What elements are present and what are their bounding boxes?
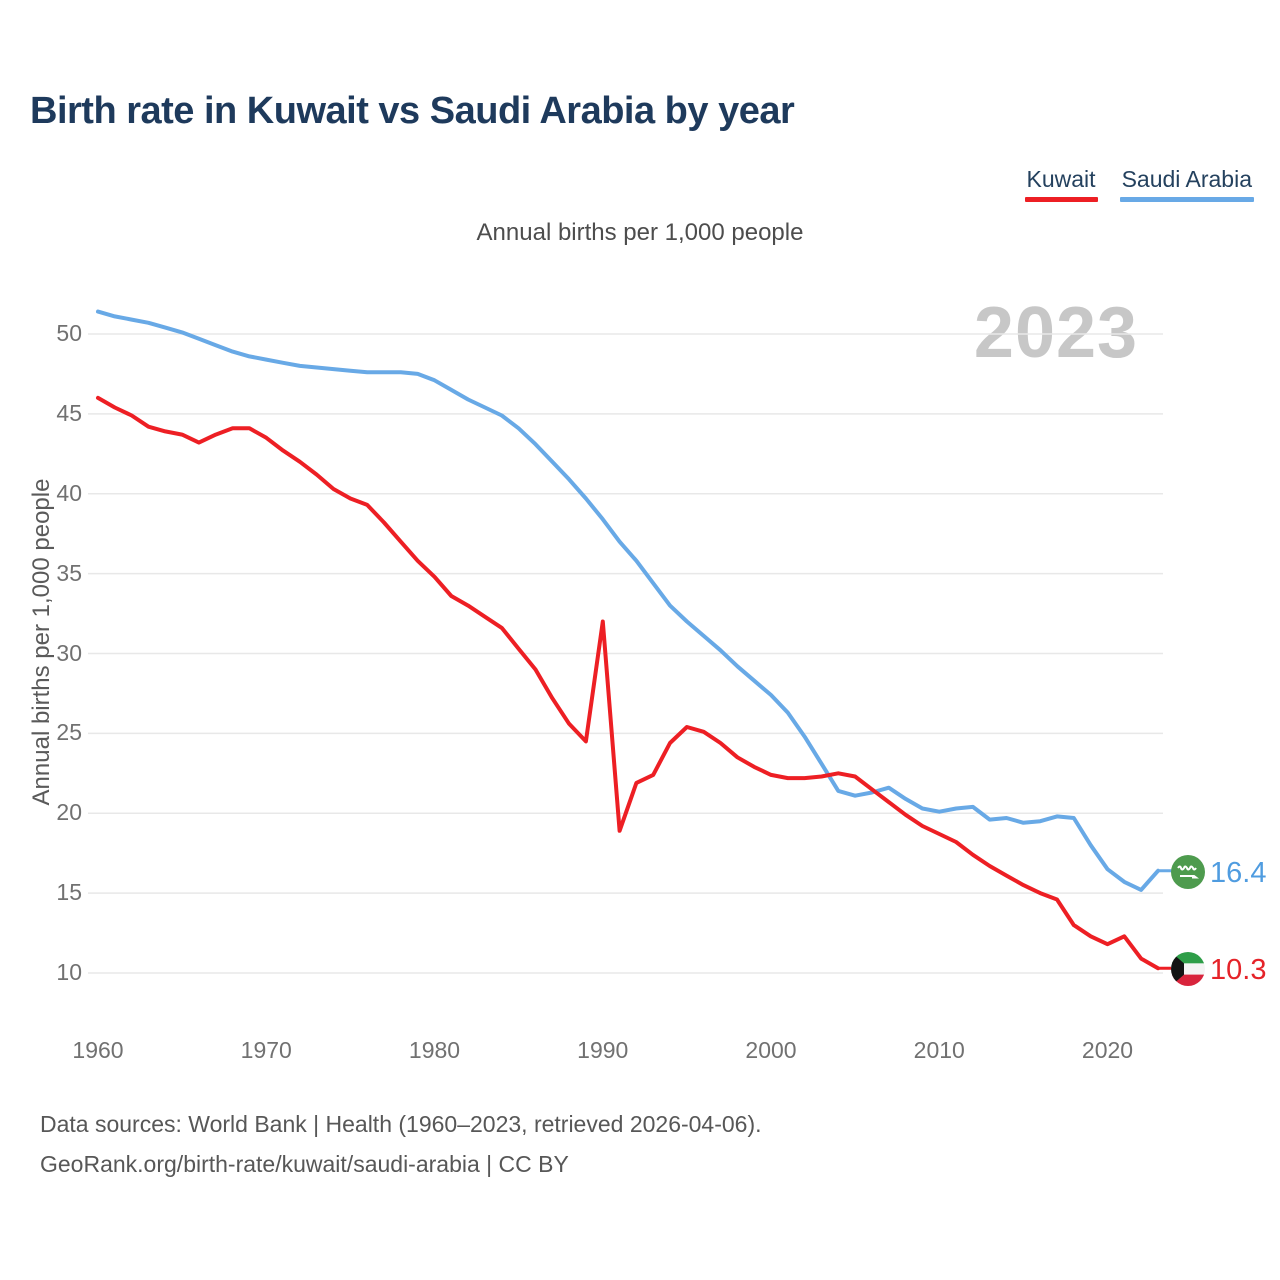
x-tick-label-2010: 2010 <box>913 1037 965 1063</box>
y-tick-label-40: 40 <box>56 479 82 506</box>
chart-subtitle: Annual births per 1,000 people <box>476 219 804 246</box>
y-tick-label-10: 10 <box>56 959 82 985</box>
x-tick-label-2020: 2020 <box>1081 1037 1134 1063</box>
y-tick-label-15: 15 <box>56 879 82 906</box>
legend-label-saudi-arabia: Saudi Arabia <box>1121 166 1252 192</box>
legend-swatch-saudi-arabia <box>1119 197 1254 202</box>
x-tick-label-1960: 1960 <box>72 1037 124 1063</box>
y-tick-label-45: 45 <box>56 399 82 426</box>
y-tick-label-20: 20 <box>56 799 82 826</box>
saudi-arabia-end-value: 16.4 <box>1210 857 1267 889</box>
kuwait-flag-icon <box>1171 952 1205 986</box>
kuwait-end-value: 10.3 <box>1210 954 1267 986</box>
legend-item-kuwait[interactable]: Kuwait <box>1024 166 1098 202</box>
kuwait-line[interactable] <box>96 395 1160 971</box>
y-tick-label-35: 35 <box>56 559 82 586</box>
year-watermark: 2023 <box>973 293 1139 373</box>
y-tick-label-30: 30 <box>56 639 82 666</box>
x-tick-label-2000: 2000 <box>745 1037 797 1063</box>
saudi-arabia-flag-icon <box>1171 855 1205 889</box>
x-tick-label-1990: 1990 <box>577 1037 629 1063</box>
x-tick-label-1980: 1980 <box>408 1037 461 1063</box>
y-tick-label-50: 50 <box>56 320 82 346</box>
legend-label-kuwait: Kuwait <box>1026 166 1096 192</box>
saudi-arabia-line[interactable] <box>96 309 1160 892</box>
legend-item-saudi-arabia[interactable]: Saudi Arabia <box>1119 166 1254 202</box>
y-tick-label-25: 25 <box>56 719 82 746</box>
footer-attribution: GeoRank.org/birth-rate/kuwait/saudi-arab… <box>40 1151 569 1177</box>
footer: Data sources: World Bank | Health (1960–… <box>40 1104 762 1184</box>
footer-data-sources: Data sources: World Bank | Health (1960–… <box>40 1111 762 1137</box>
page-title: Birth rate in Kuwait vs Saudi Arabia by … <box>30 90 795 132</box>
legend: Kuwait Saudi Arabia <box>1024 166 1254 202</box>
legend-swatch-kuwait <box>1024 197 1098 202</box>
x-tick-label-1970: 1970 <box>240 1037 292 1063</box>
